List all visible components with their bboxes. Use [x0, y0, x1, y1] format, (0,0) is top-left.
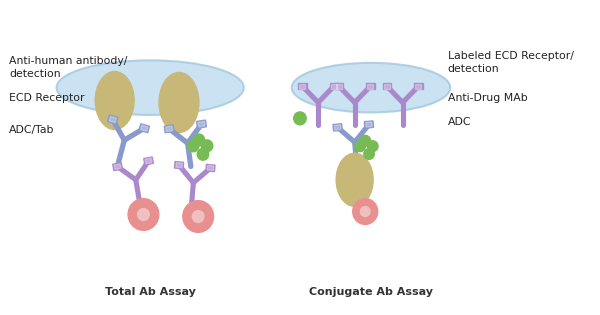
Polygon shape — [109, 117, 116, 123]
Polygon shape — [164, 125, 174, 133]
Polygon shape — [333, 124, 342, 131]
Polygon shape — [384, 84, 390, 89]
Circle shape — [293, 112, 306, 125]
Circle shape — [193, 134, 205, 146]
Polygon shape — [334, 125, 341, 130]
Polygon shape — [166, 126, 173, 132]
Polygon shape — [206, 164, 215, 172]
Polygon shape — [336, 84, 342, 89]
Polygon shape — [366, 122, 372, 127]
Polygon shape — [113, 163, 122, 171]
Polygon shape — [175, 162, 184, 169]
Polygon shape — [197, 120, 206, 128]
Text: Conjugate Ab Assay: Conjugate Ab Assay — [309, 287, 433, 297]
Polygon shape — [176, 163, 182, 168]
Polygon shape — [414, 83, 423, 89]
Polygon shape — [364, 121, 374, 128]
Circle shape — [360, 135, 371, 146]
Ellipse shape — [335, 152, 374, 207]
Text: ADC: ADC — [448, 117, 471, 127]
Text: Anti-Drug MAb: Anti-Drug MAb — [448, 93, 527, 103]
Polygon shape — [107, 115, 118, 124]
Circle shape — [202, 140, 213, 152]
Polygon shape — [207, 165, 214, 170]
Ellipse shape — [56, 60, 244, 115]
Polygon shape — [298, 83, 307, 89]
Circle shape — [128, 199, 159, 230]
Polygon shape — [329, 83, 338, 89]
Polygon shape — [367, 84, 373, 89]
Text: ECD Receptor: ECD Receptor — [9, 93, 85, 103]
Circle shape — [193, 210, 204, 222]
Circle shape — [355, 141, 365, 152]
Circle shape — [138, 209, 149, 220]
Polygon shape — [331, 84, 337, 89]
Polygon shape — [335, 83, 343, 89]
Polygon shape — [198, 121, 205, 127]
Circle shape — [187, 140, 199, 152]
Ellipse shape — [292, 63, 450, 112]
Polygon shape — [383, 83, 391, 89]
Polygon shape — [144, 157, 154, 165]
Text: Labeled ECD Receptor/
detection: Labeled ECD Receptor/ detection — [448, 51, 574, 74]
Polygon shape — [145, 158, 152, 164]
Polygon shape — [139, 124, 149, 133]
Circle shape — [364, 148, 374, 159]
Circle shape — [353, 199, 377, 224]
Circle shape — [197, 148, 209, 160]
Ellipse shape — [158, 72, 200, 133]
Ellipse shape — [95, 71, 135, 130]
Polygon shape — [140, 125, 148, 131]
Polygon shape — [299, 84, 305, 89]
Text: ADC/Tab: ADC/Tab — [9, 125, 55, 135]
Text: Anti-human antibody/
detection: Anti-human antibody/ detection — [9, 56, 127, 79]
Polygon shape — [114, 164, 121, 169]
Polygon shape — [366, 83, 375, 89]
Circle shape — [361, 207, 370, 216]
Text: Total Ab Assay: Total Ab Assay — [105, 287, 196, 297]
Circle shape — [183, 201, 214, 232]
Circle shape — [368, 141, 378, 152]
Polygon shape — [415, 84, 421, 89]
